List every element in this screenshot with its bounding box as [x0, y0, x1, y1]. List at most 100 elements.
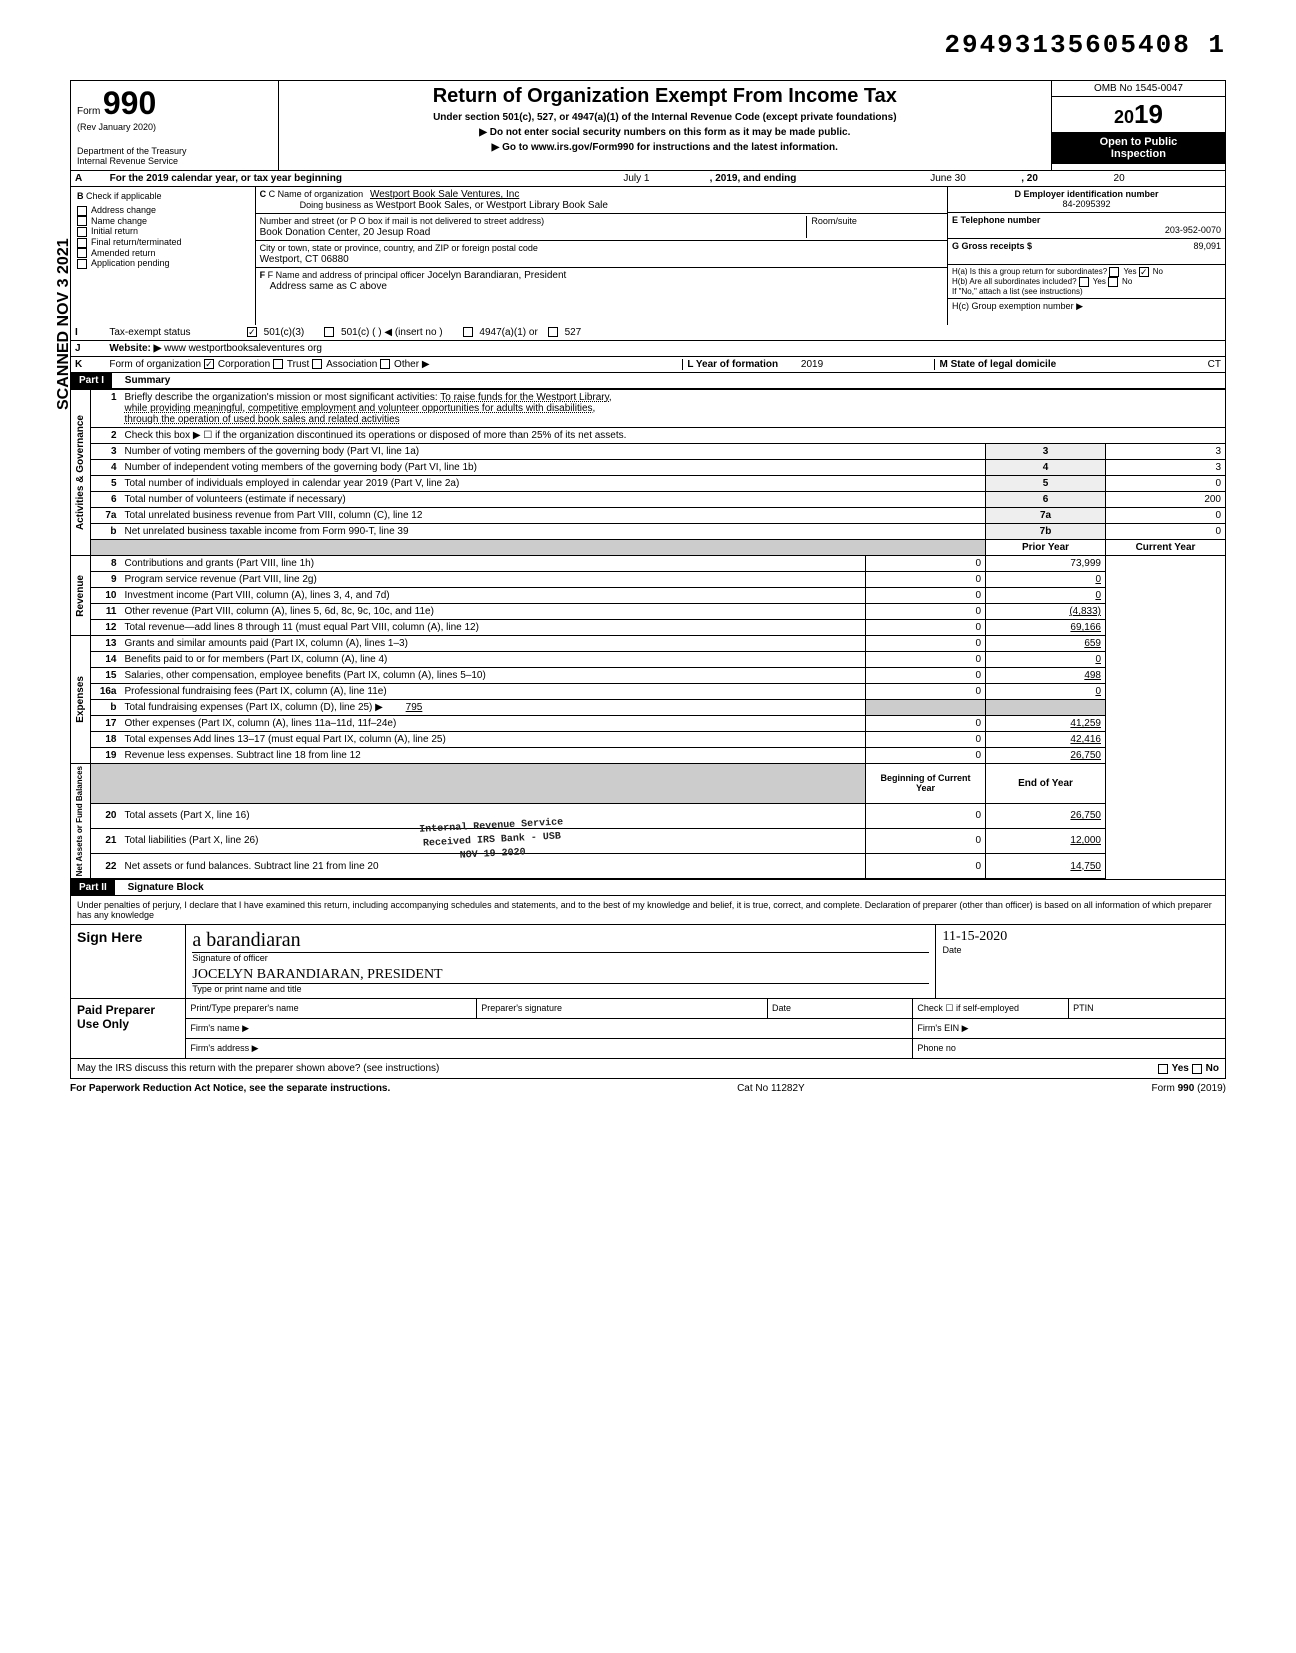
check-4947[interactable]: [463, 327, 473, 337]
row7b-label: Net unrelated business taxable income fr…: [121, 524, 986, 540]
exp13-prior: 0: [866, 636, 986, 652]
check-assoc[interactable]: [312, 359, 322, 369]
check-address-change[interactable]: [77, 206, 87, 216]
form-sub3: ▶ Go to www.irs.gov/Form990 for instruct…: [285, 142, 1045, 153]
net21-prior: 0: [866, 828, 986, 853]
ha-no: No: [1153, 267, 1163, 276]
open-public-2: Inspection: [1054, 148, 1223, 160]
tax-year-end-yr: 20: [1110, 171, 1225, 186]
check-corp[interactable]: ✓: [204, 359, 214, 369]
exp16a-num: 16a: [100, 686, 117, 697]
gross-receipts: 89,091: [1193, 241, 1221, 251]
addr-value: Book Donation Center, 20 Jesup Road: [260, 227, 431, 238]
check-amended[interactable]: [77, 248, 87, 258]
part1-title: Summary: [125, 375, 171, 386]
form-label: Form: [77, 106, 100, 117]
rev10-label: Investment income (Part VIII, column (A)…: [121, 588, 866, 604]
rev8-current: 73,999: [986, 556, 1106, 572]
rev10-prior: 0: [866, 588, 986, 604]
net22-prior: 0: [866, 854, 986, 879]
exp15-num: 15: [105, 670, 116, 681]
row3-num: 3: [111, 446, 117, 457]
f-addr: Address same as C above: [270, 281, 387, 292]
line-i: I Tax-exempt status ✓ 501(c)(3) 501(c) (…: [70, 325, 1226, 341]
exp19-prior: 0: [866, 748, 986, 764]
perjury-statement: Under penalties of perjury, I declare th…: [71, 896, 1225, 925]
side-expenses: Expenses: [75, 676, 86, 723]
rev9-prior: 0: [866, 572, 986, 588]
city-label: City or town, state or province, country…: [260, 243, 538, 253]
discuss-yes-check[interactable]: [1158, 1064, 1168, 1074]
e-label: E Telephone number: [952, 215, 1040, 225]
hb-yes-check[interactable]: [1079, 277, 1089, 287]
ha-label: H(a) Is this a group return for subordin…: [952, 267, 1107, 276]
dept-2: Internal Revenue Service: [77, 156, 272, 166]
opt-corp: Corporation: [218, 359, 270, 370]
check-initial-return[interactable]: [77, 227, 87, 237]
part1-header: Part I: [71, 373, 112, 388]
exp14-label: Benefits paid to or for members (Part IX…: [121, 652, 866, 668]
net21-current: 12,000: [986, 828, 1106, 853]
line1-num: 1: [111, 392, 117, 403]
sig-label: Signature of officer: [192, 953, 929, 963]
f-value: Jocelyn Barandiaran, President: [427, 270, 566, 281]
prior-year-header: Prior Year: [986, 540, 1106, 556]
name-label: Type or print name and title: [192, 984, 929, 994]
line-a-yr: , 20: [1017, 171, 1109, 186]
hc-label: H(c) Group exemption number ▶: [952, 301, 1083, 311]
row7a-val: 0: [1106, 508, 1226, 524]
year-prefix: 20: [1114, 107, 1134, 127]
ha-yes-check[interactable]: [1109, 267, 1119, 277]
tax-year-begin: July 1: [567, 171, 705, 186]
net22-label: Net assets or fund balances. Subtract li…: [121, 854, 866, 879]
row3-label: Number of voting members of the governin…: [121, 444, 986, 460]
org-name: Westport Book Sale Ventures, Inc: [370, 189, 519, 200]
part2-title: Signature Block: [128, 882, 204, 893]
check-trust[interactable]: [273, 359, 283, 369]
end-year-header: End of Year: [986, 764, 1106, 804]
line-a-mid: , 2019, and ending: [706, 171, 879, 186]
line-a: A For the 2019 calendar year, or tax yea…: [70, 171, 1226, 187]
firm-addr-label: Firm's address ▶: [186, 1039, 913, 1058]
exp13-label: Grants and similar amounts paid (Part IX…: [121, 636, 866, 652]
check-final-return[interactable]: [77, 238, 87, 248]
addr-label: Number and street (or P O box if mail is…: [260, 216, 544, 226]
firm-name-label: Firm's name ▶: [186, 1019, 913, 1038]
check-501c[interactable]: [324, 327, 334, 337]
opt-trust: Trust: [287, 359, 309, 370]
rev11-prior: 0: [866, 604, 986, 620]
exp17-prior: 0: [866, 716, 986, 732]
application-pending-label: Application pending: [91, 258, 170, 268]
row6-box: 6: [986, 492, 1106, 508]
line-k: K Form of organization ✓Corporation Trus…: [70, 357, 1226, 373]
ifno-label: If "No," attach a list (see instructions…: [952, 287, 1083, 296]
side-activities: Activities & Governance: [75, 415, 86, 530]
check-application-pending[interactable]: [77, 259, 87, 269]
net20-current: 26,750: [986, 803, 1106, 828]
exp16a-prior: 0: [866, 684, 986, 700]
opt-501c: 501(c) (: [341, 327, 375, 338]
exp17-current: 41,259: [986, 716, 1106, 732]
footer-right: Form 990 (2019): [1152, 1083, 1226, 1094]
amended-label: Amended return: [91, 248, 156, 258]
signature-block: Under penalties of perjury, I declare th…: [70, 895, 1226, 1079]
hb-no-check[interactable]: [1108, 277, 1118, 287]
row7b-box: 7b: [986, 524, 1106, 540]
state-domicile: CT: [1208, 359, 1221, 370]
open-public-1: Open to Public: [1054, 136, 1223, 148]
check-name-change[interactable]: [77, 216, 87, 226]
discuss-no-check[interactable]: [1192, 1064, 1202, 1074]
dba-value: Westport Book Sales, or Westport Library…: [376, 200, 608, 211]
year-value: 19: [1134, 99, 1163, 129]
ha-no-check[interactable]: ✓: [1139, 267, 1149, 277]
form-number: 990: [103, 85, 156, 121]
exp19-current: 26,750: [986, 748, 1106, 764]
exp18-label: Total expenses Add lines 13–17 (must equ…: [121, 732, 866, 748]
net20-label: Total assets (Part X, line 16): [121, 803, 866, 828]
opt-other: Other ▶: [394, 359, 429, 370]
check-other[interactable]: [380, 359, 390, 369]
dept-1: Department of the Treasury: [77, 146, 272, 156]
ein-value: 84-2095392: [1062, 199, 1110, 209]
check-501c3[interactable]: ✓: [247, 327, 257, 337]
check-527[interactable]: [548, 327, 558, 337]
